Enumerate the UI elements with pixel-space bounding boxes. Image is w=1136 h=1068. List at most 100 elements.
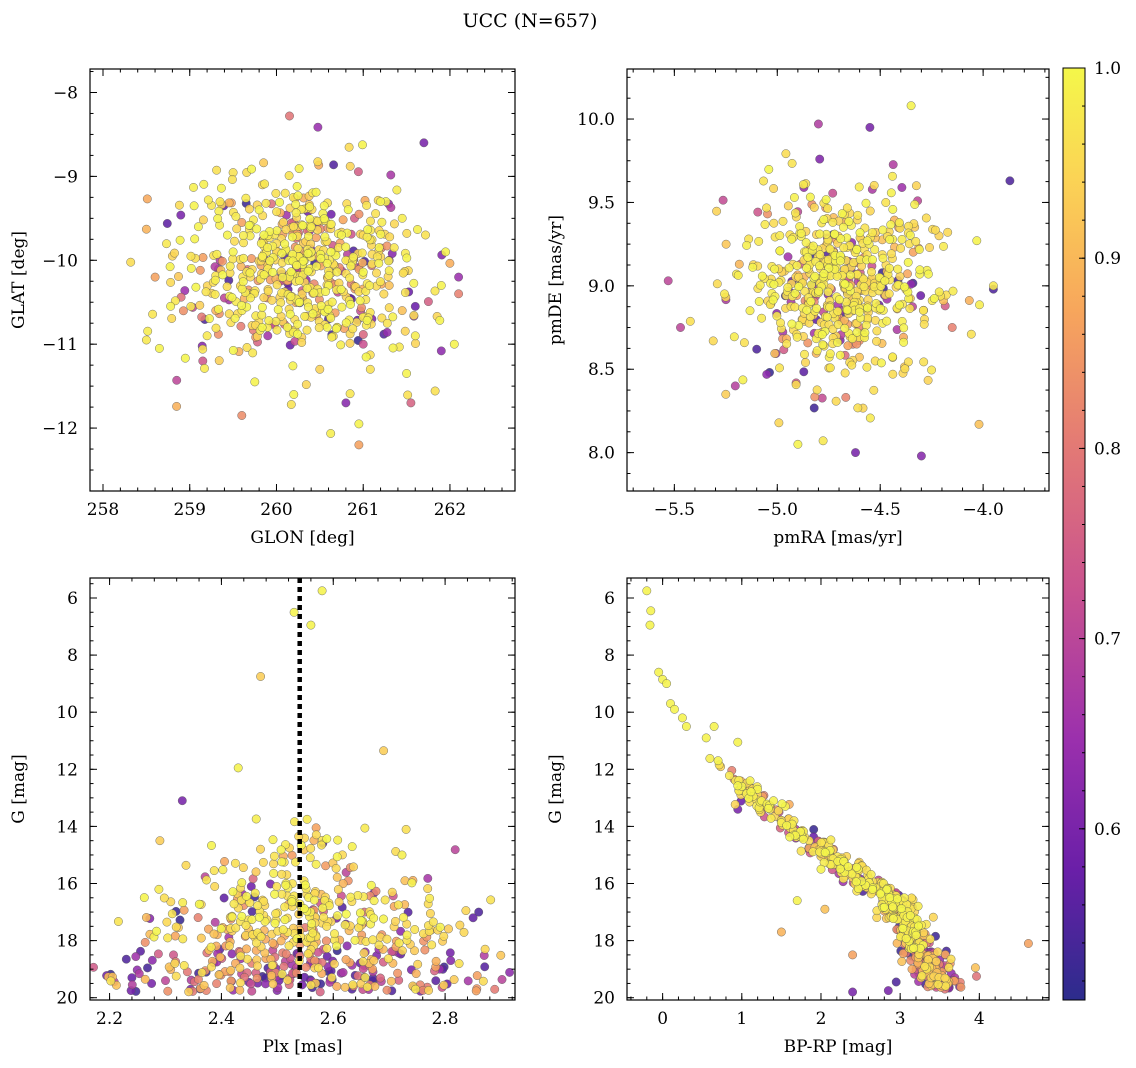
data-point: [43, 967, 51, 975]
data-point: [250, 377, 260, 387]
data-point: [272, 226, 282, 236]
data-point: [762, 203, 771, 213]
data-point: [300, 311, 310, 321]
data-point: [353, 167, 363, 177]
data-point: [303, 302, 313, 312]
data-point: [247, 164, 257, 174]
data-point: [241, 920, 251, 930]
data-point: [282, 322, 292, 332]
data-point: [341, 398, 351, 408]
data-point: [326, 219, 336, 229]
data-point: [859, 282, 869, 292]
data-point: [663, 276, 673, 286]
data-point: [166, 897, 176, 907]
data-point: [198, 344, 208, 354]
data-point: [353, 971, 363, 981]
colorbar-tick-label: 1.0: [1094, 59, 1121, 79]
data-point: [143, 326, 153, 336]
data-point: [294, 276, 304, 286]
x-tick-label: 259: [174, 500, 206, 520]
data-point: [322, 258, 332, 268]
data-point: [189, 182, 198, 192]
data-point: [329, 959, 339, 969]
data-point: [914, 921, 923, 931]
data-point: [330, 929, 339, 939]
data-point: [497, 975, 507, 984]
data-point: [801, 238, 811, 248]
data-point: [319, 214, 329, 224]
data-point: [445, 258, 455, 268]
data-point: [865, 206, 875, 216]
data-point: [799, 834, 808, 844]
data-point: [259, 158, 268, 168]
data-point: [826, 835, 836, 845]
data-point: [870, 245, 880, 255]
data-point: [812, 346, 822, 356]
data-point: [881, 198, 891, 207]
data-point: [919, 357, 929, 367]
data-point: [720, 289, 729, 299]
data-point: [449, 975, 459, 984]
data-point: [916, 291, 926, 300]
data-point: [899, 337, 908, 347]
data-point: [250, 888, 260, 898]
data-point: [360, 973, 370, 982]
data-point: [409, 310, 419, 320]
data-point: [654, 667, 664, 677]
data-point: [382, 241, 392, 251]
colorbar-tick-label: 0.8: [1094, 439, 1121, 459]
data-point: [828, 188, 838, 198]
data-point: [733, 270, 743, 280]
data-point: [147, 955, 157, 965]
data-point: [224, 198, 234, 208]
data-point: [891, 977, 901, 987]
data-point: [140, 974, 150, 984]
x-tick-label: −5.5: [654, 500, 695, 520]
data-point: [253, 901, 263, 910]
data-point: [201, 287, 211, 297]
data-point: [198, 253, 208, 262]
data-point: [302, 814, 312, 824]
data-point: [358, 140, 367, 150]
data-point: [238, 277, 248, 287]
data-point: [925, 243, 934, 252]
data-point: [212, 249, 222, 259]
data-point: [436, 346, 446, 356]
data-point: [287, 232, 297, 242]
data-point: [839, 243, 849, 253]
data-point: [809, 203, 819, 212]
data-point: [369, 896, 379, 906]
data-point: [261, 979, 270, 989]
data-point: [263, 286, 273, 296]
data-point: [887, 249, 896, 259]
data-point: [167, 314, 177, 323]
data-point: [860, 328, 870, 338]
data-point: [817, 393, 827, 403]
data-point: [818, 436, 828, 446]
x-tick-label: 2: [816, 1009, 827, 1029]
data-point: [913, 901, 923, 911]
data-point: [332, 982, 342, 991]
data-point: [237, 300, 247, 310]
data-point: [805, 192, 815, 202]
data-point: [196, 933, 206, 943]
data-point: [374, 940, 384, 950]
data-point: [268, 979, 278, 989]
data-point: [853, 403, 863, 413]
data-point: [237, 912, 247, 921]
data-point: [297, 289, 307, 299]
data-point: [436, 281, 446, 290]
data-point: [803, 252, 813, 262]
data-point: [814, 119, 823, 129]
data-point: [821, 195, 831, 205]
y-tick-label: −12: [42, 419, 78, 439]
data-point: [336, 340, 346, 350]
data-point: [147, 979, 157, 988]
data-point: [167, 909, 177, 919]
x-tick-label: 4: [974, 1009, 985, 1029]
data-point: [193, 222, 203, 232]
data-point: [323, 304, 333, 314]
data-point: [745, 776, 755, 786]
y-tick-label: 14: [56, 817, 78, 837]
data-point: [384, 303, 394, 313]
